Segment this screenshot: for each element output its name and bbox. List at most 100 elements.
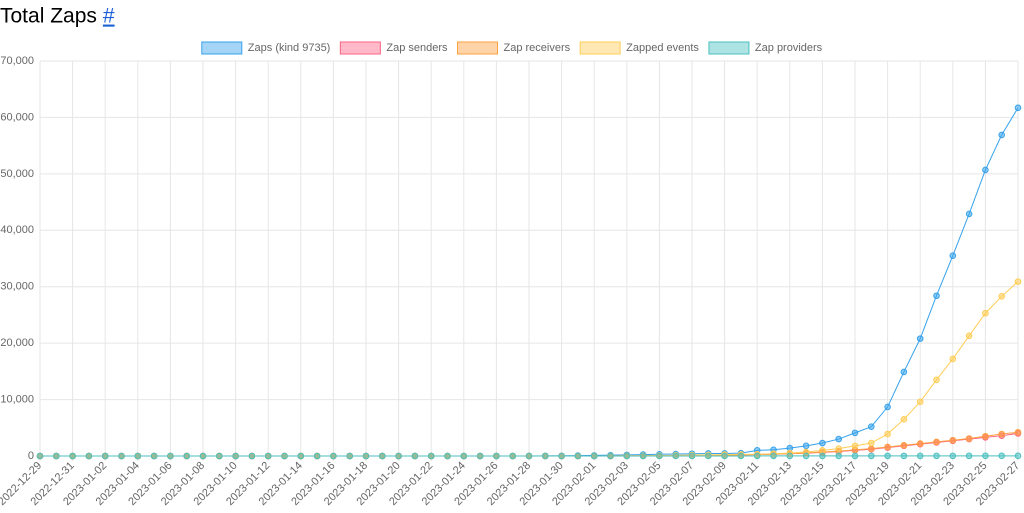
- data-point: [900, 416, 908, 423]
- legend: Zaps (kind 9735) Zap senders Zap receivers…: [201, 41, 823, 55]
- data-point: [1014, 452, 1022, 460]
- data-point: [216, 452, 223, 460]
- data-point: [965, 210, 973, 218]
- data-point: [395, 452, 402, 460]
- data-point: [264, 452, 272, 460]
- data-point: [982, 452, 989, 460]
- data-point: [851, 429, 859, 437]
- data-point: [949, 252, 957, 259]
- data-point: [183, 452, 190, 460]
- data-point: [134, 452, 142, 460]
- data-point: [982, 166, 989, 174]
- page-title: Total Zaps: [0, 5, 97, 28]
- data-point: [916, 440, 924, 447]
- legend-label: Zap senders: [386, 42, 448, 54]
- legend-item: Zap receivers: [457, 41, 571, 55]
- data-point: [362, 452, 370, 460]
- data-point: [607, 452, 614, 460]
- data-point: [819, 447, 826, 454]
- data-point: [509, 452, 517, 460]
- y-tick-label: 60,000: [0, 111, 34, 123]
- data-point: [118, 452, 125, 460]
- data-point: [835, 435, 843, 443]
- legend-item: Zap providers: [708, 41, 823, 55]
- data-point: [493, 452, 500, 460]
- data-point: [802, 452, 810, 460]
- data-point: [297, 452, 305, 460]
- data-point: [476, 452, 484, 460]
- data-point: [590, 452, 598, 460]
- data-point: [786, 452, 794, 460]
- data-point: [868, 452, 875, 460]
- data-point: [753, 452, 761, 460]
- legend-label: Zapped events: [626, 42, 699, 54]
- data-point: [313, 452, 321, 460]
- data-point: [851, 452, 859, 460]
- data-point: [150, 452, 158, 460]
- data-point: [1014, 429, 1022, 436]
- data-point: [53, 452, 60, 460]
- data-point: [933, 438, 940, 446]
- data-point: [672, 452, 680, 460]
- data-point: [949, 355, 957, 363]
- data-point: [835, 452, 843, 460]
- data-point: [1014, 104, 1022, 112]
- data-point: [949, 436, 957, 444]
- data-point: [444, 452, 451, 460]
- data-point: [688, 452, 696, 460]
- legend-label: Zaps (kind 9735): [248, 42, 331, 54]
- data-point: [965, 332, 973, 340]
- data-point: [949, 452, 957, 460]
- anchor-link[interactable]: #: [103, 5, 115, 28]
- legend-label: Zap providers: [755, 42, 823, 54]
- y-tick-label: 30,000: [0, 281, 34, 293]
- legend-item: Zapped events: [579, 41, 699, 55]
- data-point: [916, 452, 924, 460]
- data-point: [232, 452, 239, 460]
- y-tick-label: 10,000: [0, 393, 34, 405]
- data-point: [36, 452, 44, 460]
- data-point: [835, 445, 843, 452]
- data-point: [868, 439, 875, 447]
- data-point: [199, 452, 207, 460]
- data-point: [916, 398, 924, 406]
- data-point: [379, 452, 386, 460]
- data-point: [721, 452, 728, 460]
- legend-item: Zaps (kind 9735): [201, 41, 331, 55]
- data-point: [330, 452, 337, 460]
- data-point: [737, 452, 745, 460]
- data-point: [574, 452, 582, 460]
- legend-swatch: [339, 41, 381, 55]
- data-point: [167, 452, 174, 460]
- data-point: [69, 452, 76, 460]
- data-point: [900, 441, 908, 449]
- y-tick-label: 20,000: [0, 337, 34, 349]
- data-point: [248, 452, 256, 460]
- data-point: [558, 452, 565, 460]
- data-point: [819, 439, 826, 447]
- data-point: [770, 452, 777, 460]
- data-point: [884, 403, 891, 411]
- data-point: [101, 452, 109, 460]
- data-point: [933, 292, 940, 300]
- data-point: [346, 452, 354, 460]
- data-point: [998, 293, 1006, 300]
- data-point: [427, 452, 435, 460]
- data-point: [623, 452, 631, 460]
- data-point: [933, 376, 940, 384]
- data-point: [868, 445, 875, 452]
- data-point: [900, 368, 908, 376]
- y-tick-label: 50,000: [0, 168, 34, 180]
- data-point: [411, 452, 419, 460]
- data-point: [982, 309, 989, 317]
- data-point: [639, 452, 647, 460]
- data-point: [525, 452, 533, 460]
- data-point: [884, 443, 891, 451]
- y-tick-label: 40,000: [0, 224, 34, 236]
- data-point: [819, 452, 826, 460]
- data-point: [802, 442, 810, 450]
- data-point: [281, 452, 288, 460]
- data-point: [542, 452, 549, 460]
- legend-item: Zap senders: [339, 41, 448, 55]
